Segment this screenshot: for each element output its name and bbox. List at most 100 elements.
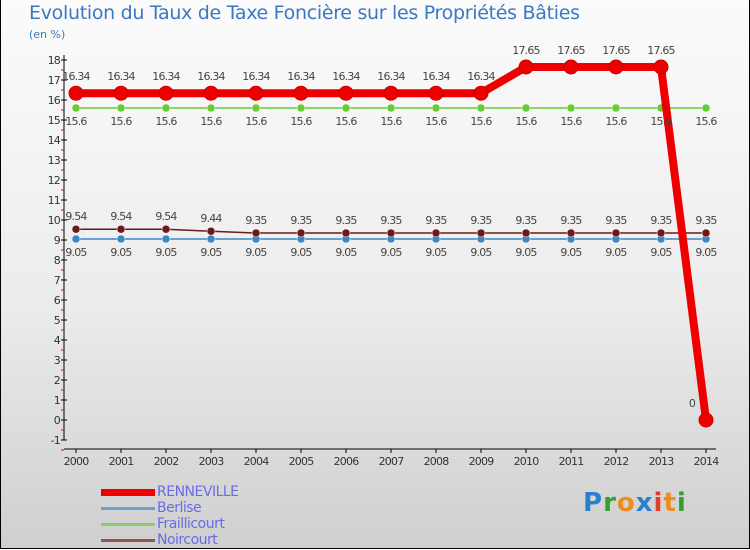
logo-letter: r bbox=[603, 488, 617, 518]
data-label-renneville: 16.34 bbox=[107, 70, 135, 83]
data-point-fraillicourt bbox=[476, 103, 486, 113]
data-point-fraillicourt bbox=[431, 103, 441, 113]
data-point-fraillicourt bbox=[161, 103, 171, 113]
y-tick-label: 17 bbox=[48, 74, 61, 87]
y-tick-label: 2 bbox=[54, 374, 60, 387]
x-tick-label: 2014 bbox=[694, 455, 720, 468]
data-label-renneville: 17.65 bbox=[602, 44, 630, 57]
data-point-renneville bbox=[293, 85, 309, 101]
data-point-renneville bbox=[518, 59, 534, 75]
data-label-berlise: 9.05 bbox=[335, 246, 357, 259]
data-point-berlise bbox=[161, 234, 171, 244]
x-tick-label: 2005 bbox=[289, 455, 315, 468]
y-tick-label: 10 bbox=[48, 214, 61, 227]
data-label-fraillicourt: 15.6 bbox=[605, 115, 627, 128]
data-point-fraillicourt bbox=[701, 103, 711, 113]
data-label-berlise: 9.05 bbox=[515, 246, 537, 259]
data-point-noircourt bbox=[296, 228, 306, 238]
y-axis-unit: (en %) bbox=[29, 28, 66, 41]
logo-letter: x bbox=[635, 488, 654, 518]
data-label-fraillicourt: 15.6 bbox=[380, 115, 402, 128]
data-label-renneville: 16.34 bbox=[62, 70, 90, 83]
data-label-renneville: 17.65 bbox=[557, 44, 585, 57]
data-label-noircourt: 9.35 bbox=[650, 214, 672, 227]
data-point-fraillicourt bbox=[341, 103, 351, 113]
data-label-fraillicourt: 15.6 bbox=[110, 115, 132, 128]
x-tick-label: 2004 bbox=[244, 455, 270, 468]
data-label-berlise: 9.05 bbox=[470, 246, 492, 259]
data-point-renneville bbox=[383, 85, 399, 101]
data-point-berlise bbox=[71, 234, 81, 244]
x-tick-label: 2009 bbox=[469, 455, 495, 468]
data-point-noircourt bbox=[116, 224, 126, 234]
legend-item-renneville: RENNEVILLE bbox=[101, 484, 239, 500]
data-point-noircourt bbox=[341, 228, 351, 238]
data-label-noircourt: 9.54 bbox=[155, 210, 177, 223]
data-point-renneville bbox=[113, 85, 129, 101]
data-label-noircourt: 9.35 bbox=[425, 214, 447, 227]
y-tick-label: 12 bbox=[48, 174, 60, 187]
data-label-berlise: 9.05 bbox=[110, 246, 132, 259]
data-label-noircourt: 9.35 bbox=[515, 214, 537, 227]
legend-swatch bbox=[101, 488, 155, 496]
data-label-fraillicourt: 15.6 bbox=[335, 115, 357, 128]
data-label-noircourt: 9.54 bbox=[110, 210, 132, 223]
data-point-fraillicourt bbox=[71, 103, 81, 113]
data-point-noircourt bbox=[161, 224, 171, 234]
x-tick-label: 2010 bbox=[514, 455, 540, 468]
data-point-fraillicourt bbox=[521, 103, 531, 113]
y-tick-label: 9 bbox=[54, 234, 61, 247]
logo-letter: i bbox=[676, 488, 687, 518]
data-point-fraillicourt bbox=[611, 103, 621, 113]
x-tick-label: 2012 bbox=[604, 455, 629, 468]
data-point-noircourt bbox=[251, 228, 261, 238]
data-point-berlise bbox=[206, 234, 216, 244]
logo-letter: o bbox=[616, 488, 636, 518]
data-label-berlise: 9.05 bbox=[695, 246, 717, 259]
data-point-berlise bbox=[116, 234, 126, 244]
data-point-renneville bbox=[653, 59, 669, 75]
y-tick-label: 7 bbox=[54, 274, 61, 287]
data-point-noircourt bbox=[206, 226, 216, 236]
data-label-noircourt: 9.35 bbox=[380, 214, 402, 227]
data-label-berlise: 9.05 bbox=[425, 246, 447, 259]
data-label-renneville: 0 bbox=[689, 397, 696, 410]
data-label-renneville: 17.65 bbox=[512, 44, 540, 57]
data-label-noircourt: 9.35 bbox=[605, 214, 627, 227]
x-tick-label: 2002 bbox=[154, 455, 179, 468]
y-tick-label: 18 bbox=[48, 54, 61, 67]
data-label-berlise: 9.05 bbox=[560, 246, 582, 259]
y-tick-label: -1 bbox=[51, 434, 60, 447]
data-point-noircourt bbox=[701, 228, 711, 238]
y-tick-label: 0 bbox=[54, 414, 61, 427]
data-label-fraillicourt: 15.6 bbox=[155, 115, 177, 128]
logo-letter: P bbox=[583, 488, 604, 518]
y-tick-label: 8 bbox=[54, 254, 61, 267]
data-label-noircourt: 9.35 bbox=[335, 214, 357, 227]
data-label-fraillicourt: 15.6 bbox=[425, 115, 447, 128]
y-tick-label: 5 bbox=[54, 314, 61, 327]
data-point-renneville bbox=[158, 85, 174, 101]
x-tick-label: 2000 bbox=[64, 455, 90, 468]
data-point-fraillicourt bbox=[251, 103, 261, 113]
data-point-noircourt bbox=[386, 228, 396, 238]
data-label-renneville: 17.65 bbox=[647, 44, 675, 57]
data-label-renneville: 16.34 bbox=[197, 70, 225, 83]
data-point-fraillicourt bbox=[116, 103, 126, 113]
y-tick-label: 3 bbox=[54, 354, 61, 367]
data-label-noircourt: 9.35 bbox=[245, 214, 267, 227]
data-label-berlise: 9.05 bbox=[200, 246, 222, 259]
data-label-berlise: 9.05 bbox=[290, 246, 312, 259]
data-label-berlise: 9.05 bbox=[65, 246, 87, 259]
data-label-fraillicourt: 15.6 bbox=[515, 115, 537, 128]
legend-swatch bbox=[101, 522, 155, 526]
data-label-berlise: 9.05 bbox=[650, 246, 672, 259]
legend-item-noircourt: Noircourt bbox=[101, 532, 239, 548]
legend-label: Berlise bbox=[157, 500, 202, 516]
legend-label: Fraillicourt bbox=[157, 516, 225, 532]
data-label-fraillicourt: 15.6 bbox=[695, 115, 717, 128]
y-tick-label: 15 bbox=[48, 114, 61, 127]
data-point-renneville bbox=[608, 59, 624, 75]
